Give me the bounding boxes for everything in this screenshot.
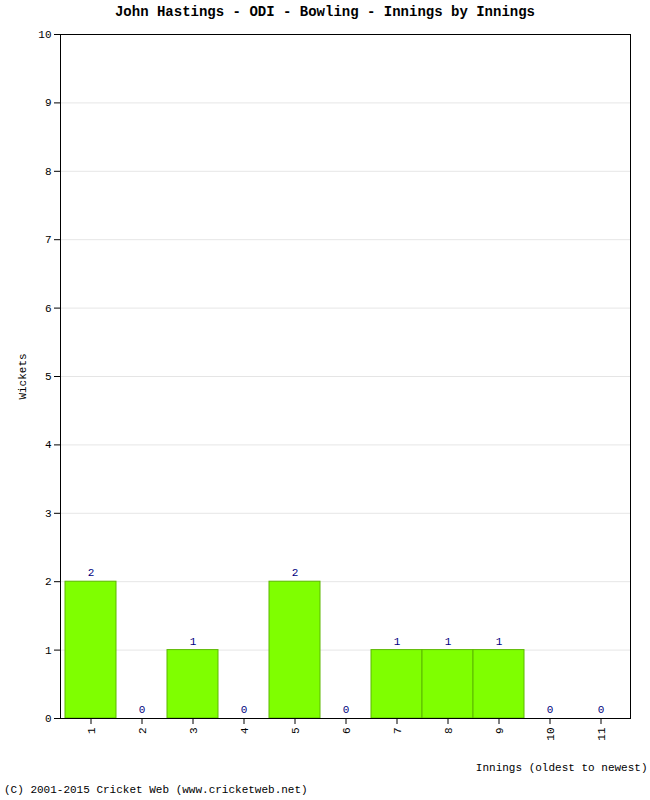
svg-text:11: 11: [596, 727, 608, 741]
svg-text:2: 2: [292, 567, 299, 579]
svg-text:3: 3: [45, 508, 52, 520]
svg-text:10: 10: [545, 728, 557, 741]
svg-text:7: 7: [45, 234, 52, 246]
svg-text:2: 2: [88, 567, 95, 579]
svg-text:3: 3: [188, 728, 200, 735]
svg-text:1: 1: [496, 636, 503, 648]
svg-text:Innings (oldest to newest): Innings (oldest to newest): [476, 762, 648, 774]
svg-text:5: 5: [290, 728, 302, 735]
svg-text:9: 9: [494, 728, 506, 735]
svg-text:1: 1: [190, 636, 197, 648]
svg-text:9: 9: [45, 97, 52, 109]
svg-text:1: 1: [445, 636, 452, 648]
svg-text:1: 1: [45, 645, 52, 657]
svg-text:10: 10: [38, 29, 51, 41]
svg-text:0: 0: [598, 704, 605, 716]
svg-text:8: 8: [443, 728, 455, 735]
html-text:John Hastings - ODI - Bowling: John Hastings - ODI - Bowling - Innings …: [115, 4, 535, 20]
svg-text:6: 6: [45, 303, 52, 315]
svg-text:1: 1: [394, 636, 401, 648]
svg-text:6: 6: [341, 728, 353, 735]
svg-text:4: 4: [45, 439, 52, 451]
svg-text:1: 1: [86, 727, 98, 734]
svg-text:5: 5: [45, 371, 52, 383]
svg-text:4: 4: [239, 727, 251, 734]
svg-text:0: 0: [45, 713, 52, 725]
svg-text:0: 0: [547, 704, 554, 716]
html-text:(C) 2001-2015 Cricket Web (www: (C) 2001-2015 Cricket Web (www.cricketwe…: [4, 784, 308, 796]
svg-text:8: 8: [45, 166, 52, 178]
svg-text:0: 0: [343, 704, 350, 716]
svg-text:Wickets: Wickets: [17, 353, 29, 399]
svg-text:0: 0: [241, 704, 248, 716]
svg-text:7: 7: [392, 728, 404, 735]
svg-text:0: 0: [139, 704, 146, 716]
svg-text:2: 2: [137, 728, 149, 735]
svg-text:2: 2: [45, 576, 52, 588]
